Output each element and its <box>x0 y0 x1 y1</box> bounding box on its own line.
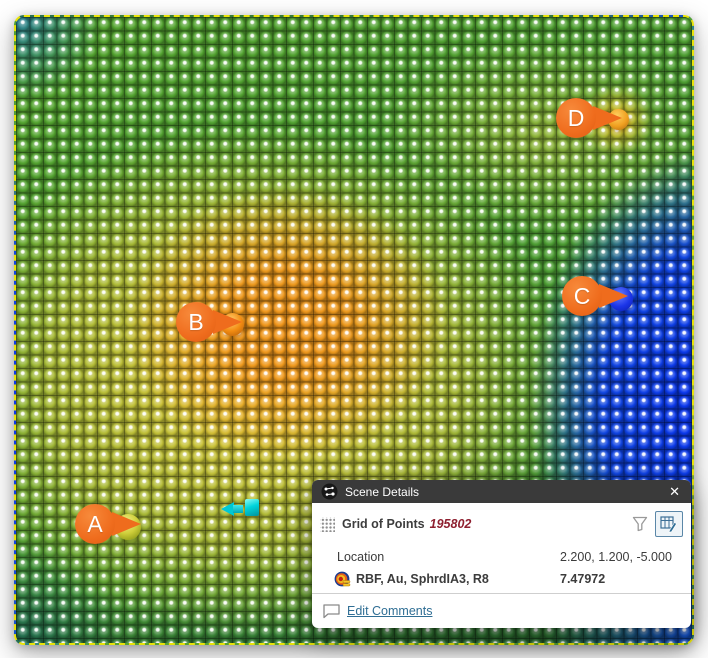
grid-dots-icon <box>320 516 335 532</box>
funnel-icon[interactable] <box>631 515 649 533</box>
object-row: Grid of Points 195802 <box>320 511 683 537</box>
marker-tip <box>112 512 141 536</box>
scene-details-titlebar[interactable]: Scene Details ✕ <box>312 480 691 503</box>
location-label: Location <box>337 550 385 564</box>
panel-footer: Edit Comments <box>322 594 681 628</box>
marker-label: C <box>562 276 602 316</box>
interpolant-row: RBF, Au, SphrdIA3, R8 7.47972 <box>312 570 679 588</box>
marker-d[interactable]: D <box>556 98 622 138</box>
marker-label: A <box>75 504 115 544</box>
panel-divider <box>312 593 691 594</box>
interpolant-icon <box>334 571 351 588</box>
object-name: Grid of Points <box>342 517 425 531</box>
cyan-arrow-tail <box>233 505 243 513</box>
cyan-handle-cube[interactable] <box>245 499 259 516</box>
marker-b[interactable]: B <box>176 302 242 342</box>
interpolant-value: 7.47972 <box>560 572 606 586</box>
location-row: Location 2.200, 1.200, -5.000 <box>312 548 679 566</box>
marker-tip <box>213 310 242 334</box>
marker-label: D <box>556 98 596 138</box>
edit-comments-link[interactable]: Edit Comments <box>347 604 433 618</box>
marker-c[interactable]: C <box>562 276 628 316</box>
object-id: 195802 <box>429 517 472 531</box>
cyan-arrow-icon[interactable] <box>221 502 234 516</box>
speech-bubble-icon[interactable] <box>322 603 341 620</box>
marker-a[interactable]: A <box>75 504 141 544</box>
marker-tip <box>599 284 628 308</box>
location-value: 2.200, 1.200, -5.000 <box>560 550 672 564</box>
panel-title: Scene Details <box>345 484 420 499</box>
interpolant-label: RBF, Au, SphrdIA3, R8 <box>356 572 489 586</box>
table-pencil-icon[interactable] <box>655 511 683 537</box>
close-icon[interactable]: ✕ <box>669 483 680 499</box>
marker-label: B <box>176 302 216 342</box>
scene-icon <box>321 483 338 500</box>
marker-tip <box>593 106 622 130</box>
scene-details-panel: Scene Details ✕ Grid of Points 195802 <box>312 480 691 628</box>
